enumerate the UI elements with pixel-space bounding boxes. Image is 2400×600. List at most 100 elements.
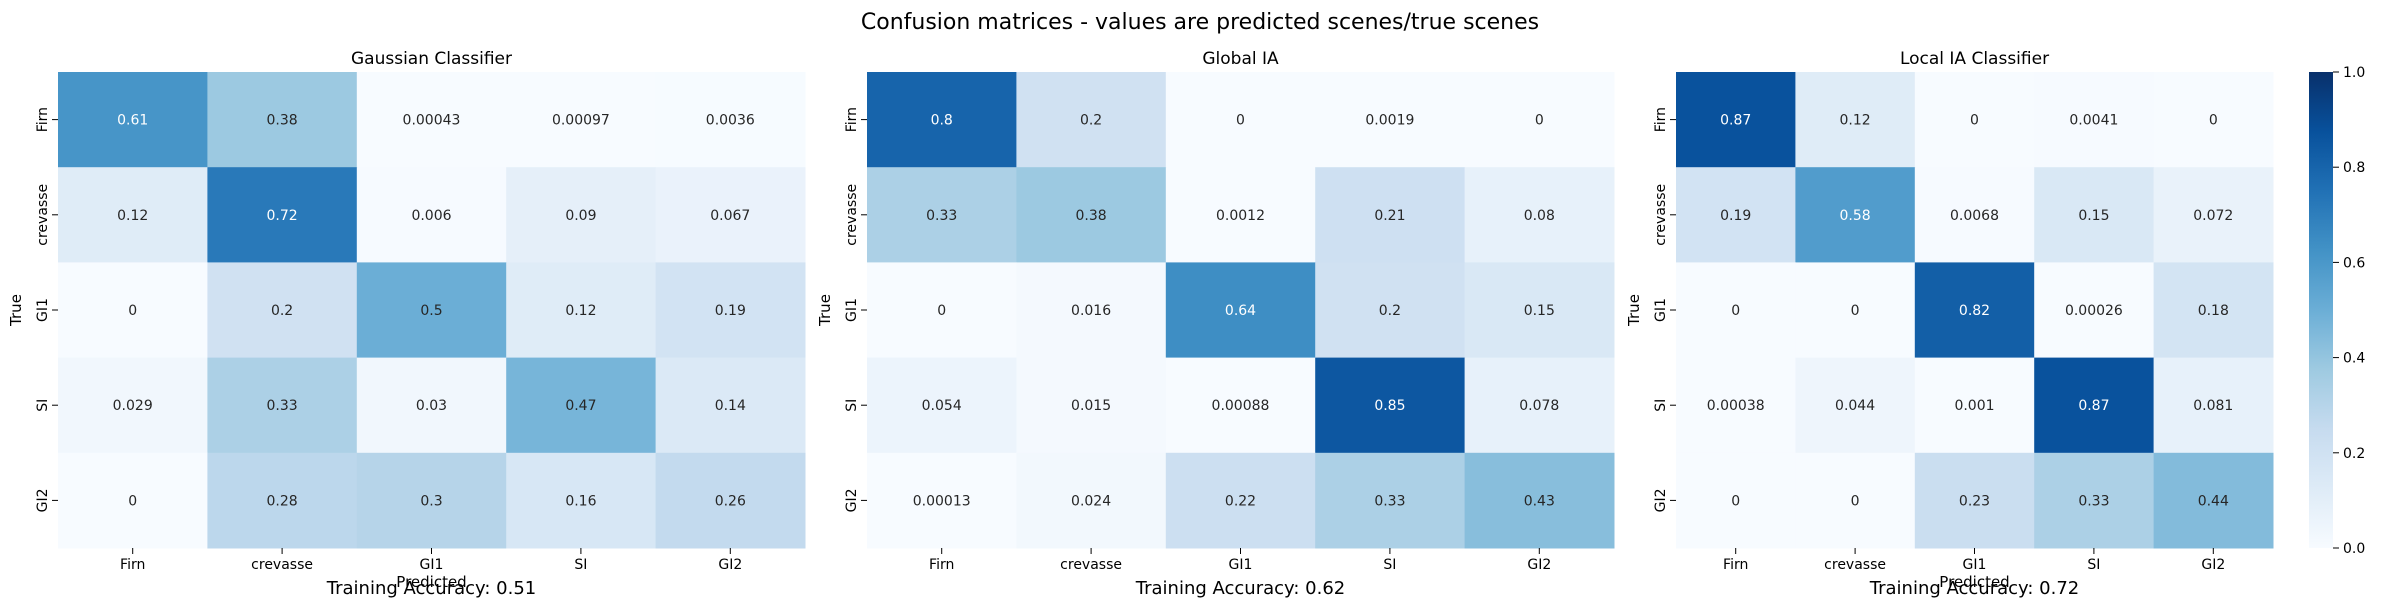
cell-value-label: 0.87 [2078, 398, 2109, 414]
y-tick-label: GI2 [844, 488, 860, 512]
cell-value-label: 0 [2209, 113, 2218, 129]
x-tick-label: GI2 [2201, 557, 2225, 573]
heatmap-cell [356, 262, 507, 359]
heatmap-cell [655, 72, 806, 168]
heatmap-cell [2153, 167, 2274, 263]
cell-value-label: 0.0068 [1950, 208, 1999, 224]
heatmap-panel-1: Gaussian Classifier 0.61 0.38 0.00043 0.0009… [7, 49, 806, 599]
heatmap-cell [1914, 72, 2035, 168]
heatmap-cell [207, 262, 358, 359]
x-tick-label: GI1 [1229, 557, 1253, 573]
heatmap-cell [2034, 452, 2155, 549]
heatmap-cell [1165, 262, 1316, 359]
cell-value-label: 0 [128, 493, 137, 509]
training-accuracy-label: Training Accuracy: 0.51 [326, 578, 536, 599]
cell-value-label: 0.33 [1374, 493, 1405, 509]
cell-value-label: 0 [1731, 303, 1740, 319]
x-tick-label: crevasse [251, 557, 313, 573]
cell-value-label: 0.72 [267, 208, 298, 224]
heatmap-cell [2034, 167, 2155, 263]
heatmap-cell [356, 72, 507, 168]
heatmap-cell [356, 167, 507, 263]
x-tick-label: SI [1383, 557, 1396, 573]
heatmap-cell [867, 357, 1017, 454]
heatmap-cell [1795, 72, 1916, 168]
heatmap-cell [655, 452, 806, 549]
cell-value-label: 0.12 [1840, 113, 1871, 129]
heatmap-panels: Gaussian Classifier 0.61 0.38 0.00043 0.0009… [7, 49, 2274, 599]
cell-value-label: 0.00097 [552, 113, 610, 129]
cell-value-label: 0.44 [2198, 493, 2229, 509]
heatmap-cell [1016, 167, 1167, 263]
y-tick-label: Firn [1653, 107, 1669, 132]
heatmap-cell [2153, 262, 2274, 359]
colorbar-tick-label: 0.2 [2343, 446, 2365, 462]
cell-value-label: 0.58 [1840, 208, 1871, 224]
cell-value-label: 0 [1236, 113, 1245, 129]
heatmap-cell [1464, 72, 1615, 168]
heatmap-cell [1165, 72, 1316, 168]
heatmap-panel-2: Global IA 0.8 0.2 0 0.0019 0 0.33 0.38 0.0012 0.2… [816, 49, 1615, 599]
heatmap-cell [2153, 452, 2274, 549]
figure-title: Confusion matrices - values are predicte… [861, 10, 1539, 35]
cell-value-label: 0.067 [710, 208, 750, 224]
heatmap-cell [1016, 357, 1167, 454]
cell-value-label: 0.015 [1071, 398, 1111, 414]
y-axis-label: True [1625, 294, 1643, 327]
heatmap-cell [867, 167, 1017, 263]
colorbar-tick-label: 0.4 [2343, 351, 2365, 367]
cell-value-label: 0.001 [1954, 398, 1994, 414]
cell-value-label: 0.081 [2193, 398, 2233, 414]
heatmap-cell [58, 72, 208, 168]
cell-value-label: 0.82 [1959, 303, 1990, 319]
cell-value-label: 0.12 [117, 208, 148, 224]
cell-value-label: 0.87 [1720, 113, 1751, 129]
heatmap-cell [1464, 452, 1615, 549]
cell-value-label: 0 [1851, 303, 1860, 319]
cell-value-label: 0 [128, 303, 137, 319]
colorbar-tick-label: 0.0 [2343, 541, 2365, 557]
heatmap-cell [1676, 452, 1796, 549]
heatmap-cell [207, 452, 358, 549]
y-tick-label: GI1 [844, 298, 860, 322]
cell-value-label: 0.15 [1524, 303, 1555, 319]
y-tick-label: GI1 [35, 298, 51, 322]
x-tick-label: GI2 [718, 557, 742, 573]
heatmap-cell [2034, 357, 2155, 454]
cell-value-label: 0.47 [565, 398, 596, 414]
panel-title: Gaussian Classifier [351, 49, 512, 69]
heatmap-cell [356, 452, 507, 549]
heatmap-cell [1676, 357, 1796, 454]
y-tick-label: SI [35, 399, 51, 412]
heatmap-cell [506, 452, 657, 549]
colorbar-tick-label: 0.8 [2343, 160, 2365, 176]
heatmap-cell [1676, 167, 1796, 263]
heatmap-cell [506, 262, 657, 359]
cell-value-label: 0.23 [1959, 493, 1990, 509]
heatmap-cell [655, 167, 806, 263]
x-tick-label: Firn [1723, 557, 1748, 573]
x-tick-label: crevasse [1060, 557, 1122, 573]
cell-value-label: 0.044 [1835, 398, 1875, 414]
heatmap-cell [1315, 167, 1466, 263]
heatmap-cell [58, 262, 208, 359]
cell-value-label: 0.8 [931, 113, 953, 129]
x-tick-label: GI1 [1963, 557, 1987, 573]
y-tick-label: GI2 [1653, 488, 1669, 512]
heatmap-cell [58, 167, 208, 263]
y-tick-label: Firn [844, 107, 860, 132]
x-tick-label: crevasse [1824, 557, 1886, 573]
cell-value-label: 0.00043 [403, 113, 461, 129]
heatmap-cell [356, 357, 507, 454]
y-tick-label: GI1 [1653, 298, 1669, 322]
heatmap-cell [655, 357, 806, 454]
y-tick-label: crevasse [35, 184, 51, 246]
cell-value-label: 0.28 [267, 493, 298, 509]
heatmap-cell [58, 452, 208, 549]
cell-value-label: 0.33 [2078, 493, 2109, 509]
colorbar-tick-label: 0.6 [2343, 255, 2365, 271]
x-tick-label: SI [2087, 557, 2100, 573]
cell-value-label: 0.85 [1374, 398, 1405, 414]
cell-value-label: 0.029 [113, 398, 153, 414]
